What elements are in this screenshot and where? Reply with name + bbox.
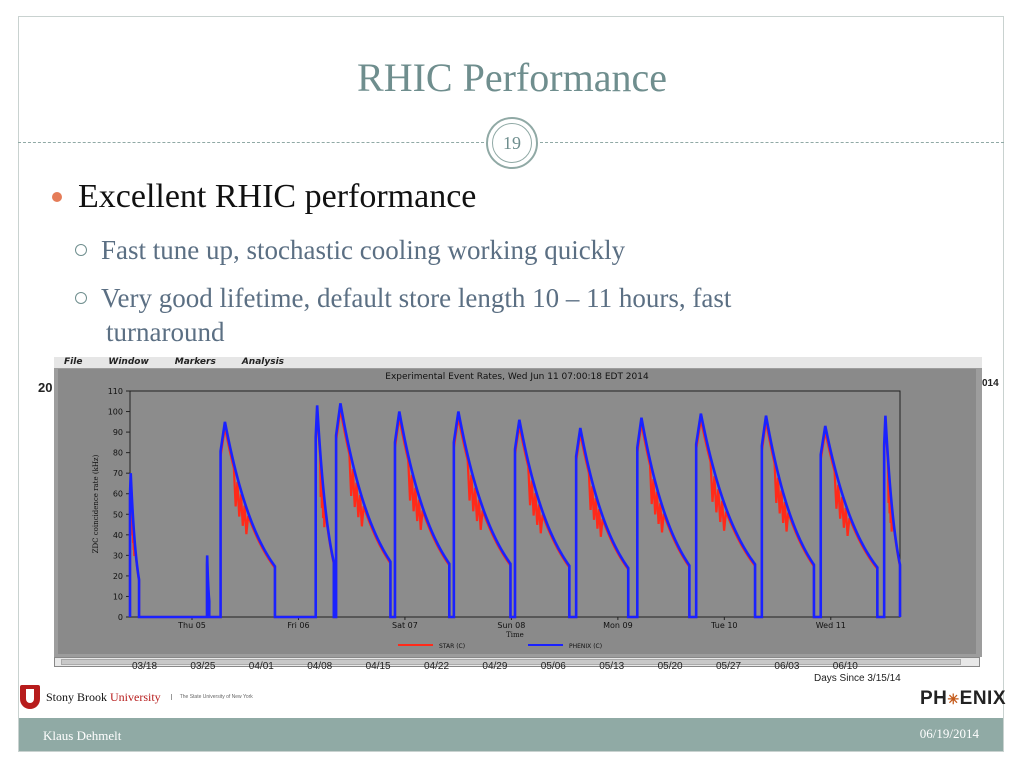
slide-footer: Klaus Dehmelt 06/19/2014 [19, 718, 1003, 751]
main-bullet: Excellent RHIC performance [52, 178, 476, 216]
x-tick-label: Sun 08 [497, 621, 525, 630]
y-tick-label: 20 [113, 572, 123, 581]
sbu-subtitle: The State University of New York [170, 694, 253, 700]
date-tick-label: 05/13 [599, 661, 625, 672]
menu-markers[interactable]: Markers [174, 357, 216, 367]
y-tick-label: 60 [113, 490, 123, 499]
x-tick-label: Thu 05 [177, 621, 206, 630]
date-tick-label: 05/20 [657, 661, 683, 672]
y-tick-label: 50 [113, 510, 123, 519]
date-tick-label: 05/06 [540, 661, 566, 672]
series-line-phenix [128, 403, 902, 619]
app-menubar: File Window Markers Analysis [54, 357, 982, 368]
menu-analysis[interactable]: Analysis [241, 357, 285, 367]
sub-bullet-2-continuation: turnaround [106, 317, 225, 347]
date-tick-label: 04/08 [307, 661, 333, 672]
y-tick-label: 0 [118, 613, 123, 622]
sub-bullet-1: Fast tune up, stochastic cooling working… [75, 233, 625, 267]
phenix-logo: PH✳ENIX [920, 688, 1006, 709]
slide-number: 19 [492, 123, 532, 163]
x-tick-label: Tue 10 [710, 621, 737, 630]
cropped-label-right: 014 [982, 378, 999, 389]
sub-bullet-2-text: Very good lifetime, default store length… [101, 283, 732, 313]
date-tick-label: 06/03 [774, 661, 800, 672]
slide-title: RHIC Performance [357, 55, 667, 100]
footer-date: 06/19/2014 [919, 726, 979, 741]
horizontal-scrollbar[interactable] [54, 657, 980, 667]
y-tick-label: 40 [113, 531, 123, 540]
title-divider-right [540, 142, 1004, 143]
cropped-label-left: 20 [38, 380, 53, 395]
y-tick-label: 10 [113, 592, 123, 601]
slide-number-badge: 19 [486, 117, 538, 169]
y-tick-label: 80 [113, 449, 123, 458]
date-tick-label: 04/15 [365, 661, 391, 672]
phenix-star-icon: ✳ [947, 691, 960, 707]
y-tick-label: 70 [113, 469, 123, 478]
event-rate-screenshot: File Window Markers Analysis Experimental E… [54, 357, 982, 659]
x-tick-label: Fri 06 [287, 621, 309, 630]
plot-window: Experimental Event Rates, Wed Jun 11 07:… [58, 369, 976, 654]
slide-frame [18, 16, 1004, 752]
x-tick-label: Mon 09 [603, 621, 633, 630]
footer-author: Klaus Dehmelt [43, 728, 122, 743]
x-tick-label: Wed 11 [816, 621, 846, 630]
main-bullet-text: Excellent RHIC performance [78, 178, 477, 215]
y-tick-label: 100 [108, 408, 123, 417]
stony-brook-logo: Stony Brook University The State Univers… [20, 684, 253, 710]
menu-window[interactable]: Window [108, 357, 149, 367]
sub-bullet-1-text: Fast tune up, stochastic cooling working… [101, 235, 626, 265]
ring-bullet-icon [75, 243, 87, 256]
legend-label-star: STAR (C) [439, 643, 465, 650]
date-tick-label: 06/10 [832, 661, 858, 672]
date-tick-label: 04/22 [424, 661, 450, 672]
date-tick-label: 04/01 [248, 661, 274, 672]
scrollbar-thumb[interactable] [61, 659, 961, 665]
plot-title: Experimental Event Rates, Wed Jun 11 07:… [385, 372, 649, 382]
x-tick-label: Sat 07 [392, 621, 418, 630]
y-tick-label: 90 [113, 428, 123, 437]
sbu-wordmark: Stony Brook University [46, 689, 161, 704]
bullet-dot-icon [52, 192, 62, 202]
y-axis-label: ZDC coincidence rate (kHz) [92, 454, 100, 553]
y-tick-label: 30 [113, 551, 123, 560]
sbu-shield-icon [20, 685, 40, 709]
date-tick-label: 04/29 [482, 661, 508, 672]
date-tick-label: 05/27 [716, 661, 742, 672]
menu-file[interactable]: File [64, 357, 83, 367]
legend-label-phenix: PHENIX (C) [569, 643, 602, 650]
ring-bullet-icon [75, 291, 87, 304]
time-axis-bar: 03/18 03/25 04/01 04/08 04/15 04/22 04/29 05/06… [54, 657, 982, 689]
days-since-label: Days Since 3/15/14 [814, 673, 901, 684]
x-axis-label: Time [506, 631, 524, 639]
y-tick-label: 110 [108, 387, 123, 396]
date-tick-label: 03/25 [190, 661, 216, 672]
event-rate-chart: 0 10 20 30 40 50 60 70 80 90 100 110 ZDC coincidence… [92, 387, 902, 650]
date-tick-label: 03/18 [132, 661, 158, 672]
sub-bullet-2: Very good lifetime, default store length… [75, 281, 731, 349]
title-divider-left [18, 142, 484, 143]
